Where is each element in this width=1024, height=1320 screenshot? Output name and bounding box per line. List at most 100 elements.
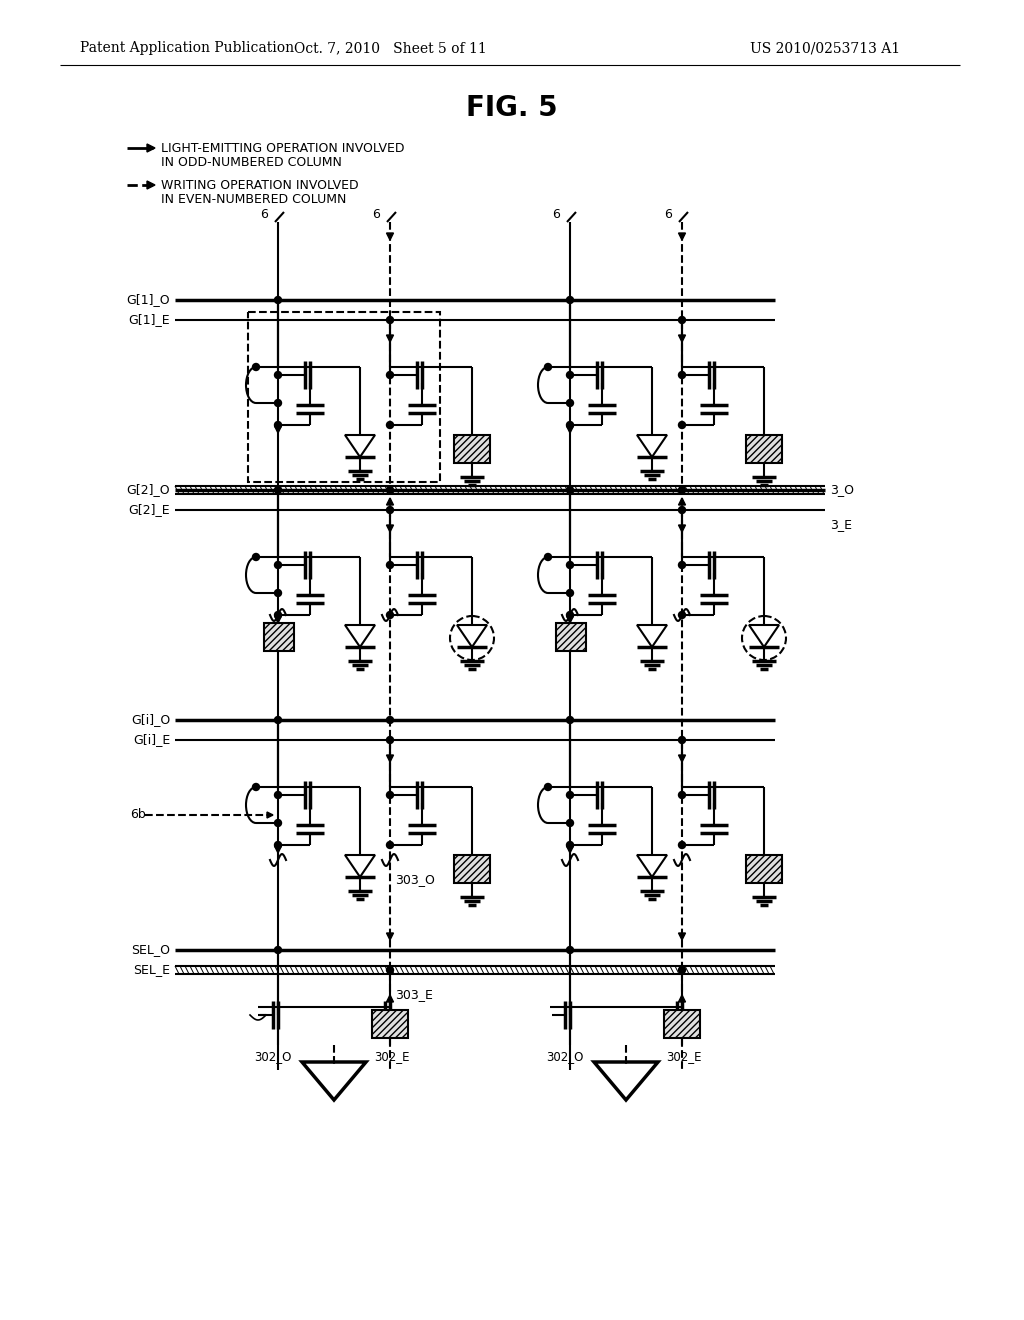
Circle shape bbox=[274, 400, 282, 407]
Circle shape bbox=[679, 792, 685, 799]
Circle shape bbox=[274, 590, 282, 597]
Text: IN ODD-NUMBERED COLUMN: IN ODD-NUMBERED COLUMN bbox=[161, 156, 342, 169]
Text: US 2010/0253713 A1: US 2010/0253713 A1 bbox=[750, 41, 900, 55]
Circle shape bbox=[566, 487, 573, 494]
Circle shape bbox=[566, 792, 573, 799]
Circle shape bbox=[274, 842, 282, 849]
Text: 3_E: 3_E bbox=[830, 519, 852, 532]
Circle shape bbox=[274, 820, 282, 826]
Circle shape bbox=[545, 784, 552, 791]
Circle shape bbox=[545, 553, 552, 561]
Text: 6b: 6b bbox=[130, 808, 145, 821]
Polygon shape bbox=[386, 933, 393, 940]
Circle shape bbox=[679, 487, 685, 494]
Text: SEL_E: SEL_E bbox=[133, 964, 170, 977]
Bar bbox=[556, 623, 586, 651]
Circle shape bbox=[386, 717, 393, 723]
Text: WRITING OPERATION INVOLVED: WRITING OPERATION INVOLVED bbox=[161, 180, 358, 191]
Text: G[i]_O: G[i]_O bbox=[131, 714, 170, 726]
Bar bbox=[248, 312, 440, 482]
Circle shape bbox=[386, 487, 393, 494]
Circle shape bbox=[386, 842, 393, 849]
Bar bbox=[664, 1010, 700, 1038]
Polygon shape bbox=[386, 498, 393, 506]
Circle shape bbox=[679, 317, 685, 323]
Polygon shape bbox=[679, 995, 685, 1002]
Circle shape bbox=[679, 561, 685, 569]
Polygon shape bbox=[679, 933, 685, 940]
Text: 302_E: 302_E bbox=[667, 1051, 701, 1064]
Circle shape bbox=[679, 842, 685, 849]
Circle shape bbox=[545, 363, 552, 371]
Polygon shape bbox=[386, 234, 393, 240]
Polygon shape bbox=[566, 846, 573, 853]
Text: G[1]_O: G[1]_O bbox=[126, 293, 170, 306]
Bar bbox=[746, 855, 782, 883]
Circle shape bbox=[274, 611, 282, 619]
Text: Oct. 7, 2010   Sheet 5 of 11: Oct. 7, 2010 Sheet 5 of 11 bbox=[294, 41, 486, 55]
Polygon shape bbox=[267, 812, 273, 818]
Text: 6: 6 bbox=[260, 209, 268, 222]
Bar bbox=[264, 623, 294, 651]
Circle shape bbox=[566, 717, 573, 723]
Polygon shape bbox=[386, 335, 393, 342]
Text: G[2]_E: G[2]_E bbox=[128, 503, 170, 516]
Polygon shape bbox=[386, 525, 393, 532]
Circle shape bbox=[274, 561, 282, 569]
Circle shape bbox=[386, 561, 393, 569]
Circle shape bbox=[274, 421, 282, 429]
Circle shape bbox=[679, 966, 685, 974]
Text: 302_O: 302_O bbox=[254, 1051, 292, 1064]
Circle shape bbox=[566, 421, 573, 429]
Circle shape bbox=[386, 421, 393, 429]
Text: 303_O: 303_O bbox=[395, 874, 435, 887]
Circle shape bbox=[679, 507, 685, 513]
Text: G[1]_E: G[1]_E bbox=[128, 314, 170, 326]
Polygon shape bbox=[274, 426, 282, 433]
Circle shape bbox=[386, 507, 393, 513]
Circle shape bbox=[566, 400, 573, 407]
Circle shape bbox=[386, 792, 393, 799]
Text: 302_O: 302_O bbox=[547, 1051, 584, 1064]
Circle shape bbox=[274, 792, 282, 799]
Circle shape bbox=[274, 371, 282, 379]
Circle shape bbox=[566, 371, 573, 379]
Polygon shape bbox=[566, 426, 573, 433]
Text: SEL_O: SEL_O bbox=[131, 944, 170, 957]
Circle shape bbox=[679, 611, 685, 619]
Text: FIG. 5: FIG. 5 bbox=[466, 94, 558, 121]
Circle shape bbox=[386, 611, 393, 619]
Polygon shape bbox=[147, 181, 155, 189]
Bar bbox=[372, 1010, 408, 1038]
Text: G[2]_O: G[2]_O bbox=[126, 483, 170, 496]
Circle shape bbox=[386, 966, 393, 974]
Circle shape bbox=[274, 717, 282, 723]
Polygon shape bbox=[147, 144, 155, 152]
Polygon shape bbox=[679, 755, 685, 762]
Circle shape bbox=[274, 487, 282, 494]
Text: LIGHT-EMITTING OPERATION INVOLVED: LIGHT-EMITTING OPERATION INVOLVED bbox=[161, 143, 404, 154]
Bar bbox=[454, 436, 490, 463]
Bar bbox=[746, 436, 782, 463]
Polygon shape bbox=[274, 616, 282, 623]
Circle shape bbox=[386, 317, 393, 323]
Circle shape bbox=[566, 297, 573, 304]
Circle shape bbox=[566, 561, 573, 569]
Polygon shape bbox=[566, 616, 573, 623]
Text: 6: 6 bbox=[552, 209, 560, 222]
Circle shape bbox=[566, 842, 573, 849]
Text: 302_E: 302_E bbox=[374, 1051, 410, 1064]
Circle shape bbox=[253, 553, 259, 561]
Polygon shape bbox=[274, 846, 282, 853]
Text: Patent Application Publication: Patent Application Publication bbox=[80, 41, 294, 55]
Polygon shape bbox=[679, 498, 685, 506]
Polygon shape bbox=[679, 234, 685, 240]
Circle shape bbox=[566, 820, 573, 826]
Circle shape bbox=[566, 946, 573, 953]
Circle shape bbox=[386, 371, 393, 379]
Text: G[i]_E: G[i]_E bbox=[133, 734, 170, 747]
Text: 303_E: 303_E bbox=[395, 989, 433, 1002]
Circle shape bbox=[679, 371, 685, 379]
Polygon shape bbox=[679, 525, 685, 532]
Bar bbox=[454, 855, 490, 883]
